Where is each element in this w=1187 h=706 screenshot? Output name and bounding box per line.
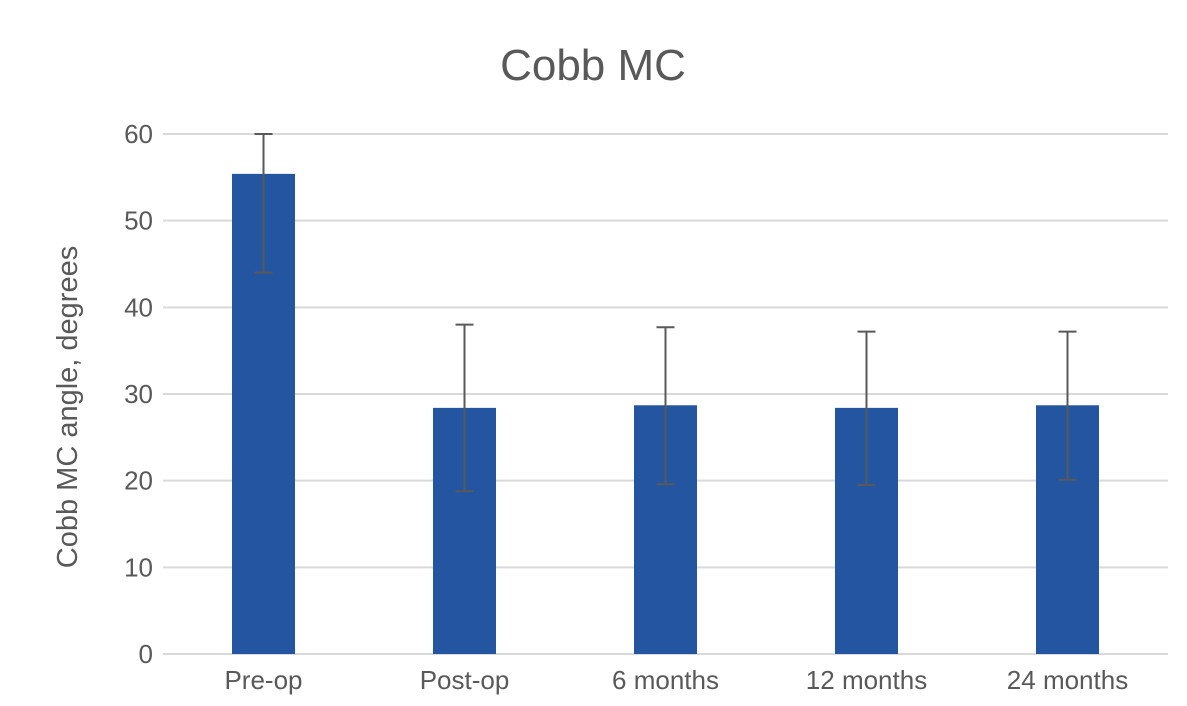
y-tick-labels: 0 10 20 30 40 50 60 [124,119,153,669]
y-axis-label: Cobb MC angle, degrees [52,246,84,568]
x-tick-label: Pre-op [224,665,302,695]
x-tick-label: Post-op [420,665,510,695]
error-bars [254,133,1077,493]
x-tick-labels: Pre-op Post-op 6 months 12 months 24 months [224,665,1128,695]
y-tick-label: 0 [139,639,153,669]
y-tick-label: 10 [124,552,153,582]
x-tick-label: 6 months [612,665,719,695]
chart-title: Cobb MC [500,41,686,90]
x-tick-label: 24 months [1007,665,1128,695]
y-tick-label: 40 [124,292,153,322]
y-tick-label: 20 [124,466,153,496]
y-tick-label: 50 [124,206,153,236]
x-tick-label: 12 months [806,665,927,695]
y-tick-label: 60 [124,119,153,149]
y-tick-label: 30 [124,379,153,409]
